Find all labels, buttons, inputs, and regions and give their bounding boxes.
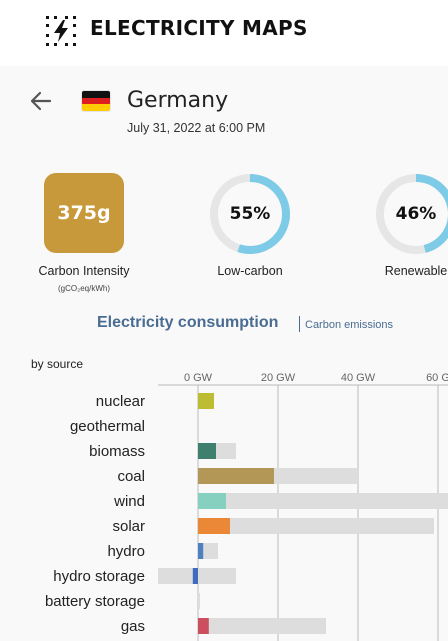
tab-divider xyxy=(299,316,300,332)
low-carbon-donut xyxy=(210,174,290,254)
germany-flag-icon xyxy=(82,91,110,111)
tab-carbon-emissions[interactable]: Carbon emissions xyxy=(305,319,394,331)
production-bar[interactable] xyxy=(198,543,204,559)
low-carbon-arc xyxy=(210,174,290,254)
consumption-bar-chart: 0 GW 20 GW 40 GW 60 G nuclear geothermal bioma… xyxy=(0,360,448,641)
country-name: Germany xyxy=(127,88,229,113)
production-bar[interactable] xyxy=(198,618,209,634)
x-tick-label: 60 G xyxy=(426,372,448,384)
back-arrow-icon[interactable] xyxy=(28,88,54,114)
x-tick-label: 20 GW xyxy=(261,372,296,384)
app-title[interactable]: ELECTRICITY MAPS xyxy=(90,16,308,40)
category-label: coal xyxy=(117,468,145,485)
x-tick-label: 40 GW xyxy=(341,372,376,384)
renewable-arc xyxy=(376,174,448,254)
low-carbon-label: Low-carbon xyxy=(217,264,283,278)
production-bar[interactable] xyxy=(192,568,198,584)
renewable-value: 46% xyxy=(395,204,437,224)
production-bar[interactable] xyxy=(198,393,214,409)
production-bar[interactable] xyxy=(198,443,216,459)
category-label: nuclear xyxy=(96,393,145,410)
carbon-intensity-unit: (gCO₂eq/kWh) xyxy=(57,284,110,293)
x-tick-label: 0 GW xyxy=(184,372,213,384)
category-label: gas xyxy=(121,618,145,635)
category-label: wind xyxy=(113,493,145,510)
production-bar[interactable] xyxy=(198,468,274,484)
by-source-label: by source xyxy=(31,357,84,371)
carbon-intensity-value: 375g xyxy=(57,202,111,224)
lightning-bolt-icon xyxy=(46,16,76,46)
category-label: battery storage xyxy=(45,593,145,610)
tab-electricity-consumption[interactable]: Electricity consumption xyxy=(97,314,279,331)
carbon-intensity-label: Carbon Intensity xyxy=(38,264,130,278)
category-label: hydro xyxy=(107,543,145,560)
category-label: geothermal xyxy=(70,418,145,435)
renewable-donut xyxy=(376,174,448,254)
top-bar: ELECTRICITY MAPS xyxy=(0,0,448,66)
zone-details-panel xyxy=(0,66,448,641)
capacity-bar xyxy=(198,618,326,634)
category-label: solar xyxy=(112,518,145,535)
production-bar[interactable] xyxy=(198,518,230,534)
capacity-bar xyxy=(198,593,200,609)
production-bar[interactable] xyxy=(198,493,226,509)
capacity-bar xyxy=(198,493,448,509)
chart-svg: 0 GW 20 GW 40 GW 60 G nuclear geothermal bioma… xyxy=(45,372,448,641)
renewable-label: Renewable xyxy=(384,264,448,278)
category-label: biomass xyxy=(89,443,145,460)
carbon-intensity-badge: 375g xyxy=(44,173,124,253)
category-label: hydro storage xyxy=(53,568,145,585)
capacity-bar xyxy=(198,518,434,534)
datetime-label: July 31, 2022 at 6:00 PM xyxy=(127,121,266,135)
low-carbon-value: 55% xyxy=(229,204,271,224)
